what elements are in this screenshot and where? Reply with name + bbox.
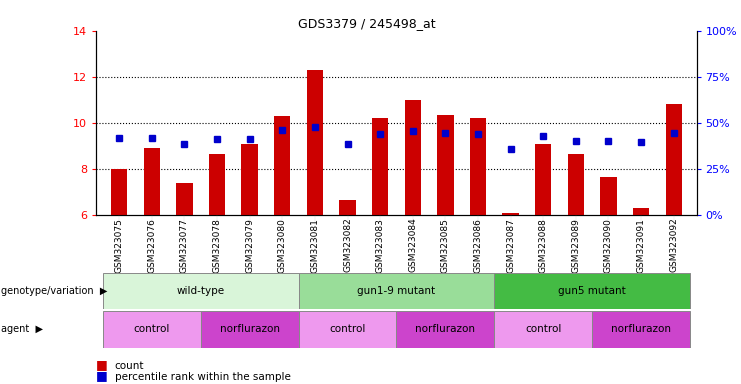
Text: GSM323089: GSM323089 (571, 218, 580, 273)
Bar (633, 208, 649, 215)
Bar (405, 100, 421, 215)
Text: norflurazon: norflurazon (611, 324, 671, 334)
Bar (372, 118, 388, 215)
Bar (103, 273, 299, 309)
Text: GSM323091: GSM323091 (637, 218, 645, 273)
Text: norflurazon: norflurazon (219, 324, 279, 334)
Bar (299, 273, 494, 309)
Bar (502, 213, 519, 215)
Bar (103, 311, 201, 348)
Text: GSM323077: GSM323077 (180, 218, 189, 273)
Text: GSM323080: GSM323080 (278, 218, 287, 273)
Text: norflurazon: norflurazon (416, 324, 476, 334)
Text: control: control (329, 324, 366, 334)
Bar (339, 200, 356, 215)
Text: control: control (525, 324, 562, 334)
Bar (437, 115, 453, 215)
Bar (592, 311, 690, 348)
Text: wild-type: wild-type (176, 286, 225, 296)
Bar (307, 70, 323, 215)
Text: ■: ■ (96, 358, 108, 371)
Text: GSM323086: GSM323086 (473, 218, 482, 273)
Text: ■: ■ (96, 369, 108, 382)
Bar (470, 118, 486, 215)
Text: GSM323079: GSM323079 (245, 218, 254, 273)
Bar (568, 154, 584, 215)
Text: GSM323087: GSM323087 (506, 218, 515, 273)
Bar (144, 148, 160, 215)
Bar (209, 154, 225, 215)
Bar (176, 183, 193, 215)
Bar (665, 104, 682, 215)
Text: gun1-9 mutant: gun1-9 mutant (357, 286, 436, 296)
Text: gun5 mutant: gun5 mutant (558, 286, 626, 296)
Text: percentile rank within the sample: percentile rank within the sample (115, 372, 290, 382)
Text: agent  ▶: agent ▶ (1, 324, 43, 334)
Title: GDS3379 / 245498_at: GDS3379 / 245498_at (298, 17, 435, 30)
Text: count: count (115, 361, 144, 371)
Bar (201, 311, 299, 348)
Bar (299, 311, 396, 348)
Text: GSM323084: GSM323084 (408, 218, 417, 273)
Bar (494, 311, 592, 348)
Bar (600, 177, 617, 215)
Text: GSM323083: GSM323083 (376, 218, 385, 273)
Bar (111, 169, 127, 215)
Text: GSM323078: GSM323078 (213, 218, 222, 273)
Bar (396, 311, 494, 348)
Text: control: control (133, 324, 170, 334)
Text: GSM323082: GSM323082 (343, 218, 352, 273)
Text: GSM323090: GSM323090 (604, 218, 613, 273)
Text: GSM323088: GSM323088 (539, 218, 548, 273)
Bar (242, 144, 258, 215)
Text: GSM323076: GSM323076 (147, 218, 156, 273)
Text: GSM323081: GSM323081 (310, 218, 319, 273)
Bar (535, 144, 551, 215)
Text: GSM323085: GSM323085 (441, 218, 450, 273)
Text: genotype/variation  ▶: genotype/variation ▶ (1, 286, 107, 296)
Text: GSM323092: GSM323092 (669, 218, 678, 273)
Text: GSM323075: GSM323075 (115, 218, 124, 273)
Bar (274, 116, 290, 215)
Bar (494, 273, 690, 309)
